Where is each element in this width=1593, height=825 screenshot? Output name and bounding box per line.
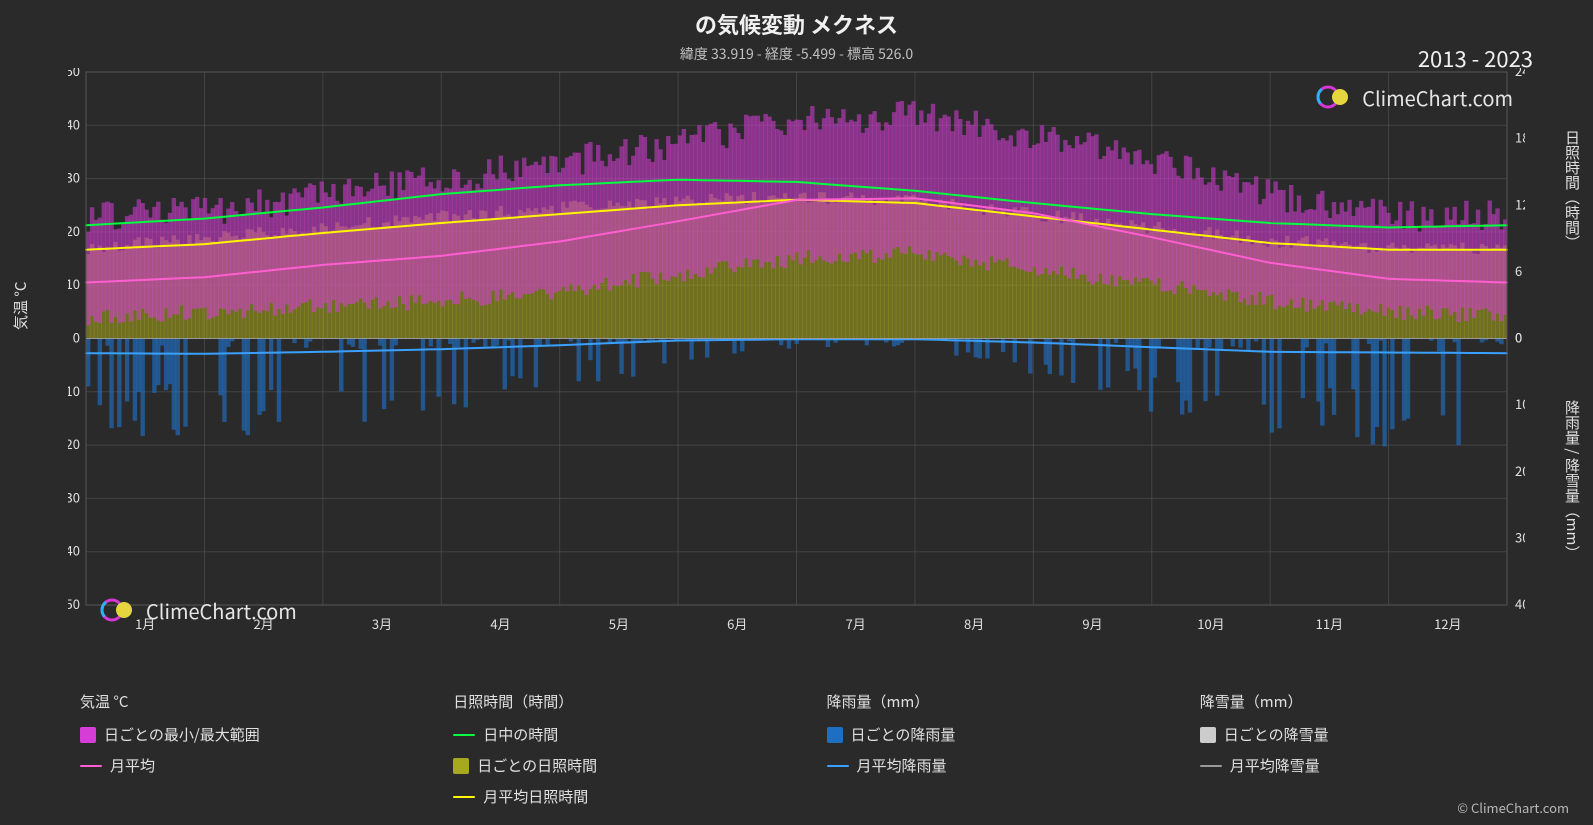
svg-text:11月: 11月 bbox=[1316, 614, 1343, 633]
legend-item-label: 日ごとの降雪量 bbox=[1224, 724, 1329, 745]
legend-group-header: 日照時間（時間） bbox=[453, 691, 806, 712]
legend-swatch-icon bbox=[827, 765, 849, 767]
svg-text:-10: -10 bbox=[68, 381, 80, 400]
chart-title: の気候変動 メクネス bbox=[0, 0, 1593, 40]
legend-swatch-icon bbox=[80, 727, 96, 743]
legend-item-label: 日ごとの日照時間 bbox=[477, 755, 597, 776]
svg-text:10: 10 bbox=[1515, 394, 1525, 413]
svg-text:-30: -30 bbox=[68, 487, 80, 506]
legend-group: 降雨量（mm） 日ごとの降雨量月平均降雨量 bbox=[827, 691, 1180, 817]
svg-text:20: 20 bbox=[1515, 461, 1525, 480]
svg-text:12月: 12月 bbox=[1434, 614, 1461, 633]
legend-swatch-icon bbox=[453, 796, 475, 798]
legend-item: 月平均降雪量 bbox=[1200, 755, 1553, 776]
legend-item: 日ごとの日照時間 bbox=[453, 755, 806, 776]
svg-text:30: 30 bbox=[1515, 527, 1525, 546]
legend-item: 日ごとの降雨量 bbox=[827, 724, 1180, 745]
legend-item-label: 日ごとの最小/最大範囲 bbox=[104, 724, 260, 745]
svg-text:6: 6 bbox=[1515, 261, 1522, 280]
svg-text:0: 0 bbox=[73, 328, 80, 347]
svg-text:50: 50 bbox=[68, 68, 80, 80]
svg-text:12: 12 bbox=[1515, 194, 1525, 213]
legend-item-label: 日ごとの降雨量 bbox=[851, 724, 956, 745]
legend-item: 日中の時間 bbox=[453, 724, 806, 745]
svg-text:-50: -50 bbox=[68, 594, 80, 613]
svg-text:40: 40 bbox=[1515, 594, 1525, 613]
copyright: © ClimeChart.com bbox=[1457, 798, 1569, 817]
legend-group-header: 降雪量（mm） bbox=[1200, 691, 1553, 712]
legend-group-header: 降雨量（mm） bbox=[827, 691, 1180, 712]
y-axis-right-bottom-label: 降雨量 / 降雪量（mm） bbox=[1562, 400, 1583, 560]
svg-text:24: 24 bbox=[1515, 68, 1525, 80]
watermark-text: ClimeChart.com bbox=[1362, 83, 1513, 112]
svg-text:-20: -20 bbox=[68, 434, 80, 453]
legend-item-label: 月平均降雪量 bbox=[1230, 755, 1320, 776]
svg-text:-40: -40 bbox=[68, 541, 80, 560]
climate-chart-svg: -50-40-30-20-100102030405006121824010203… bbox=[68, 68, 1525, 635]
legend-item: 日ごとの最小/最大範囲 bbox=[80, 724, 433, 745]
svg-text:3月: 3月 bbox=[372, 614, 392, 633]
watermark-text: ClimeChart.com bbox=[146, 596, 297, 625]
legend-item: 日ごとの降雪量 bbox=[1200, 724, 1553, 745]
legend-item-label: 月平均日照時間 bbox=[483, 786, 588, 807]
svg-text:6月: 6月 bbox=[727, 614, 747, 633]
legend-swatch-icon bbox=[1200, 727, 1216, 743]
legend-group-header: 気温 °C bbox=[80, 691, 433, 712]
svg-text:8月: 8月 bbox=[964, 614, 984, 633]
legend-swatch-icon bbox=[80, 765, 102, 767]
legend: 気温 °C 日ごとの最小/最大範囲月平均 日照時間（時間） 日中の時間日ごとの日照時間… bbox=[80, 691, 1553, 817]
chart-area: -50-40-30-20-100102030405006121824010203… bbox=[68, 68, 1525, 635]
y-axis-left-label: 気温 °C bbox=[10, 282, 31, 330]
svg-text:9月: 9月 bbox=[1082, 614, 1102, 633]
legend-swatch-icon bbox=[453, 734, 475, 736]
svg-text:20: 20 bbox=[68, 221, 80, 240]
svg-text:10月: 10月 bbox=[1197, 614, 1224, 633]
legend-item: 月平均 bbox=[80, 755, 433, 776]
svg-text:4月: 4月 bbox=[490, 614, 510, 633]
legend-item-label: 日中の時間 bbox=[483, 724, 558, 745]
legend-item: 月平均日照時間 bbox=[453, 786, 806, 807]
watermark-bottom: ClimeChart.com bbox=[100, 595, 297, 625]
legend-swatch-icon bbox=[453, 758, 469, 774]
legend-item-label: 月平均 bbox=[110, 755, 155, 776]
y-axis-right-top-label: 日照時間（時間） bbox=[1562, 130, 1583, 250]
legend-swatch-icon bbox=[827, 727, 843, 743]
legend-swatch-icon bbox=[1200, 765, 1222, 767]
climechart-logo-icon bbox=[100, 595, 140, 625]
svg-text:7月: 7月 bbox=[846, 614, 866, 633]
climechart-logo-icon bbox=[1316, 82, 1356, 112]
legend-group: 日照時間（時間） 日中の時間日ごとの日照時間月平均日照時間 bbox=[453, 691, 806, 817]
svg-text:5月: 5月 bbox=[609, 614, 629, 633]
svg-text:30: 30 bbox=[68, 168, 80, 187]
svg-text:40: 40 bbox=[68, 114, 80, 133]
svg-text:0: 0 bbox=[1515, 328, 1522, 347]
legend-group: 気温 °C 日ごとの最小/最大範囲月平均 bbox=[80, 691, 433, 817]
watermark-top: ClimeChart.com bbox=[1316, 82, 1513, 112]
chart-subtitle: 緯度 33.919 - 経度 -5.499 - 標高 526.0 bbox=[0, 40, 1593, 64]
legend-item-label: 月平均降雨量 bbox=[857, 755, 947, 776]
svg-text:10: 10 bbox=[68, 274, 80, 293]
legend-item: 月平均降雨量 bbox=[827, 755, 1180, 776]
svg-text:18: 18 bbox=[1515, 128, 1525, 147]
